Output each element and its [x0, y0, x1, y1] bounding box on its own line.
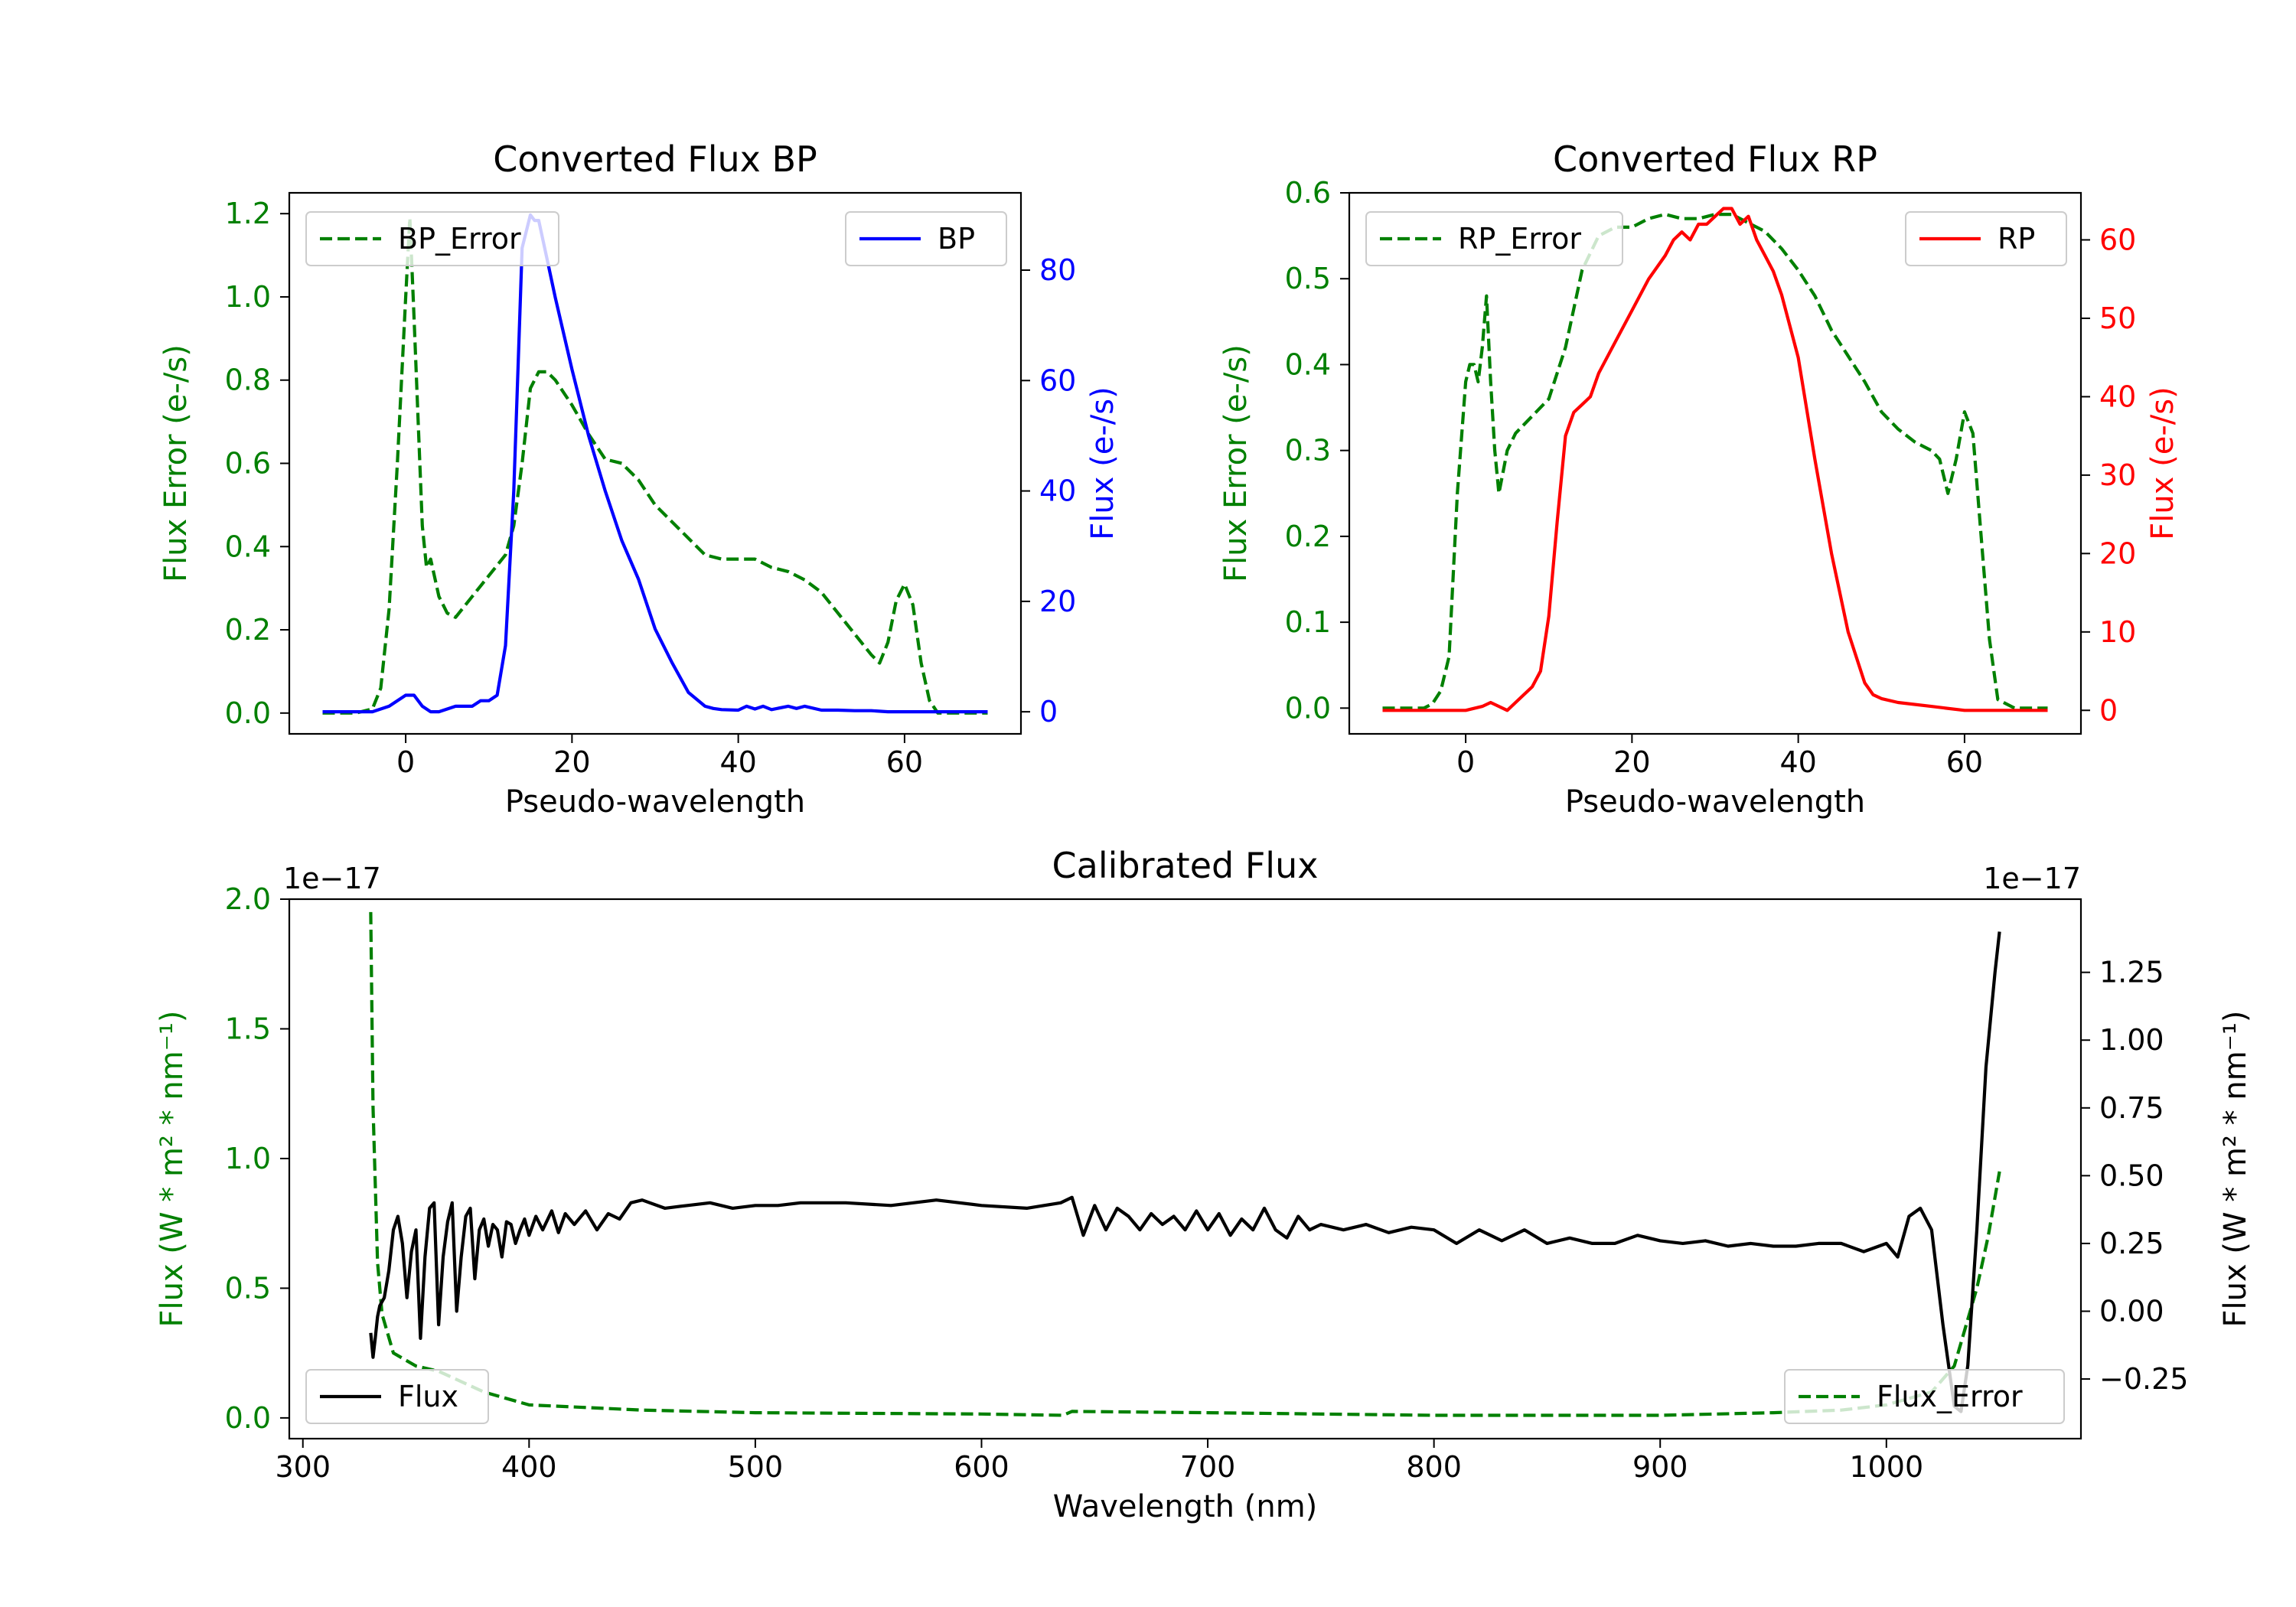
y-left-tick-label: 0.5 [225, 1271, 271, 1305]
y-right-tick-label: 1.00 [2099, 1023, 2164, 1057]
y-right-axis-label: Flux (e-/s) [2145, 386, 2180, 539]
y-right-tick-label: 0 [1039, 695, 1058, 729]
y-left-tick-label: 0.0 [225, 696, 271, 730]
series-line-bp-error [322, 216, 988, 715]
legend-label: RP [1998, 222, 2035, 256]
y-right-tick-label: 0.50 [2099, 1159, 2164, 1192]
y-left-axis-label: Flux Error (e-/s) [1218, 344, 1254, 582]
legend-label: BP [938, 222, 975, 256]
y-left-tick-label: 0.4 [1285, 347, 1331, 381]
y-right-axis-label: Flux (e-/s) [1085, 386, 1120, 539]
y-right-tick-label: −0.25 [2099, 1362, 2188, 1396]
y-left-tick-label: 1.0 [225, 1142, 271, 1175]
legend-box [1905, 211, 2067, 266]
y-right-tick-label: 1.25 [2099, 956, 2164, 989]
y-left-axis-label: Flux (W * m² * nm⁻¹) [155, 1011, 190, 1328]
series-line-rp-error [1382, 213, 2048, 710]
series-line-rp [1382, 207, 2048, 712]
legend-box [1784, 1369, 2065, 1424]
y-right-offset-label: 1e−17 [1983, 862, 2081, 895]
y-left-tick-label: 0.1 [1285, 605, 1331, 639]
x-tick-label: 60 [886, 745, 923, 779]
chart-title: Converted Flux BP [493, 139, 817, 180]
y-right-tick-label: 20 [1039, 585, 1076, 618]
legend-box [1365, 211, 1623, 266]
legend-right: BP [845, 211, 1007, 266]
x-tick-label: 40 [719, 745, 756, 779]
y-right-tick-label: 60 [2099, 223, 2136, 256]
y-right-tick-label: 0.25 [2099, 1227, 2164, 1260]
legend-left: RP_Error [1365, 211, 1623, 266]
y-left-axis-label: Flux Error (e-/s) [158, 344, 194, 582]
plot-frame [288, 191, 1022, 735]
y-right-tick-label: 60 [1039, 363, 1076, 397]
y-left-tick-label: 1.2 [225, 197, 271, 230]
x-tick-label: 60 [1946, 745, 1983, 779]
series-line-flux [369, 931, 2001, 1413]
legend-label: RP_Error [1458, 222, 1581, 256]
x-tick-label: 0 [396, 745, 415, 779]
y-right-tick-label: 30 [2099, 458, 2136, 492]
legend-left: Flux [305, 1369, 489, 1424]
y-left-tick-label: 0.3 [1285, 434, 1331, 468]
x-tick-label: 20 [553, 745, 590, 779]
x-tick-label: 900 [1632, 1450, 1688, 1484]
y-left-offset-label: 1e−17 [283, 862, 381, 895]
x-tick-label: 600 [954, 1450, 1009, 1484]
legend-right: RP [1905, 211, 2067, 266]
y-left-tick-label: 0.4 [225, 530, 271, 563]
legend-box [305, 1369, 489, 1424]
y-right-tick-label: 0 [2099, 693, 2118, 727]
x-axis-label: Pseudo-wavelength [1565, 784, 1865, 820]
y-left-tick-label: 0.0 [1285, 691, 1331, 725]
legend-box [305, 211, 559, 266]
legend-left: BP_Error [305, 211, 559, 266]
y-left-tick-label: 2.0 [225, 882, 271, 916]
x-axis-label: Pseudo-wavelength [505, 784, 805, 820]
chart-title: Calibrated Flux [1052, 845, 1319, 886]
x-tick-label: 300 [275, 1450, 331, 1484]
y-right-tick-label: 0.75 [2099, 1091, 2164, 1125]
y-left-tick-label: 0.2 [1285, 520, 1331, 553]
x-tick-label: 500 [728, 1450, 784, 1484]
series-line-flux-error [369, 911, 2001, 1417]
y-left-tick-label: 0.6 [225, 447, 271, 481]
chart-title: Converted Flux RP [1553, 139, 1877, 180]
legend-box [845, 211, 1007, 266]
y-left-tick-label: 0.0 [225, 1401, 271, 1435]
y-left-tick-label: 1.5 [225, 1012, 271, 1045]
y-right-tick-label: 40 [1039, 474, 1076, 508]
x-tick-label: 20 [1613, 745, 1650, 779]
y-right-axis-label: Flux (W * m² * nm⁻¹) [2218, 1011, 2253, 1328]
legend-label: BP_Error [398, 222, 521, 256]
y-right-tick-label: 0.00 [2099, 1294, 2164, 1328]
chart-1: 0 20 40 60 0.0 0.2 0.4 0.6 0.8 1.0 1.2 0 20 40 60 80 Con… [158, 139, 1120, 820]
y-left-tick-label: 0.5 [1285, 262, 1331, 295]
plot-frame [288, 898, 2082, 1440]
x-tick-label: 400 [501, 1450, 557, 1484]
plot-frame [1348, 191, 2082, 735]
x-tick-label: 0 [1456, 745, 1475, 779]
legend-right: Flux_Error [1784, 1369, 2065, 1424]
chart-3: 300 400 500 600 700 800 900 1000 0.0 0.5 1.0 1.5 2.0… [155, 845, 2253, 1524]
x-tick-label: 1000 [1849, 1450, 1923, 1484]
y-left-tick-label: 1.0 [225, 280, 271, 314]
y-right-tick-label: 40 [2099, 380, 2136, 413]
x-axis-label: Wavelength (nm) [1053, 1489, 1318, 1524]
series-line-bp [322, 213, 988, 714]
x-tick-label: 700 [1180, 1450, 1236, 1484]
y-left-tick-label: 0.6 [1285, 176, 1331, 210]
x-tick-label: 40 [1779, 745, 1816, 779]
y-left-tick-label: 0.8 [225, 363, 271, 397]
chart-2: 0 20 40 60 0.0 0.1 0.2 0.3 0.4 0.5 0.6 0 10 20 30 40 50 6… [1218, 139, 2180, 820]
legend-label: Flux_Error [1877, 1380, 2023, 1413]
y-right-tick-label: 50 [2099, 302, 2136, 335]
y-right-tick-label: 20 [2099, 536, 2136, 570]
y-right-tick-label: 10 [2099, 615, 2136, 649]
legend-label: Flux [398, 1380, 458, 1413]
y-left-tick-label: 0.2 [225, 613, 271, 647]
x-tick-label: 800 [1406, 1450, 1462, 1484]
y-right-tick-label: 80 [1039, 253, 1076, 287]
